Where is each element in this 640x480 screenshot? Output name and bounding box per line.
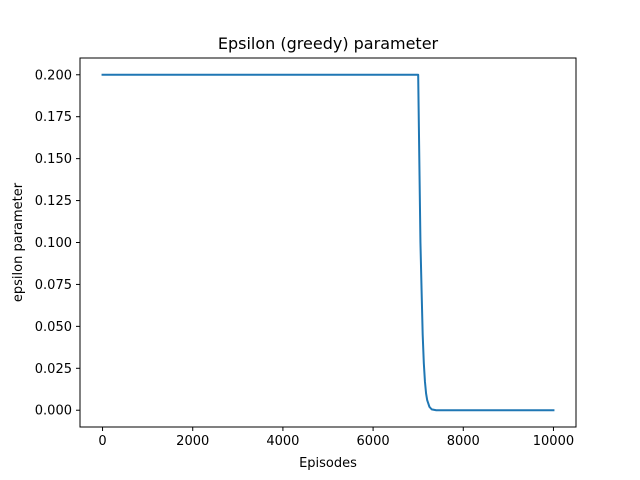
y-tick-label: 0.025 <box>35 362 72 377</box>
chart-title: Epsilon (greedy) parameter <box>218 34 439 53</box>
x-axis-label: Episodes <box>299 456 357 471</box>
x-tick-label: 8000 <box>447 434 480 449</box>
x-tick-label: 6000 <box>357 434 390 449</box>
y-tick-label: 0.050 <box>35 320 72 335</box>
y-tick-label: 0.175 <box>35 110 72 125</box>
y-tick-label: 0.100 <box>35 236 72 251</box>
y-axis-label: epsilon parameter <box>11 182 26 302</box>
x-tick-label: 10000 <box>533 434 574 449</box>
x-tick-label: 4000 <box>266 434 299 449</box>
series-line-0 <box>101 73 555 412</box>
y-tick-label: 0.000 <box>35 404 72 419</box>
y-tick-label: 0.150 <box>35 152 72 167</box>
x-tick-label: 0 <box>98 434 106 449</box>
y-tick-label: 0.200 <box>35 68 72 83</box>
x-tick-label: 2000 <box>176 434 209 449</box>
y-tick-label: 0.075 <box>35 278 72 293</box>
x-axis-ticks: 0 2000 4000 6000 8000 10000 <box>98 427 574 449</box>
y-tick-label: 0.125 <box>35 194 72 209</box>
series-layer <box>101 73 555 412</box>
y-axis-ticks: 0.000 0.025 0.050 0.075 0.100 0.125 0.150 0.175… <box>35 68 80 419</box>
